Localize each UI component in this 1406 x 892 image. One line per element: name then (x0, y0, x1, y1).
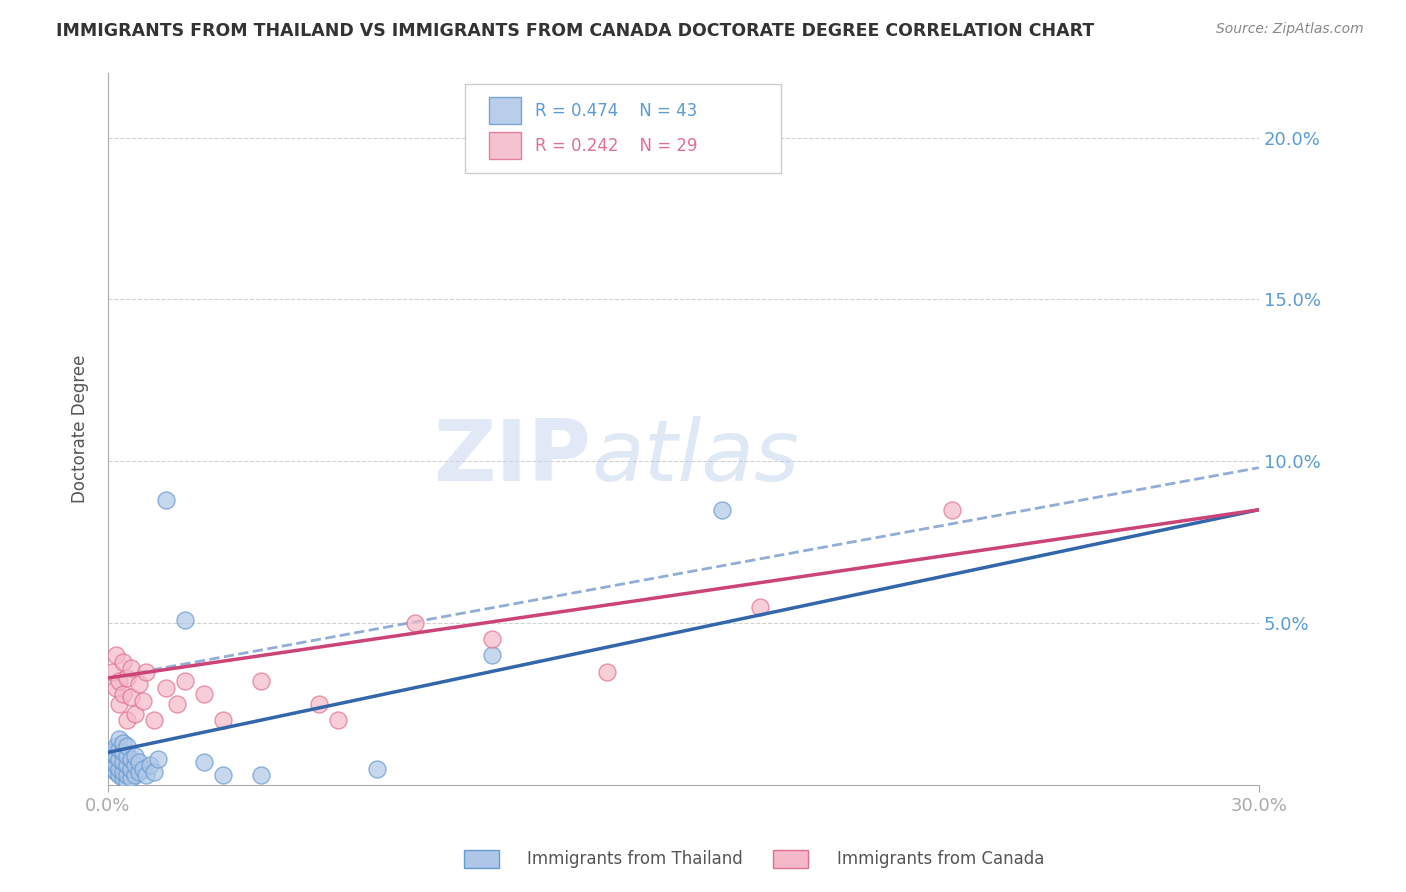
Point (124, 758, 146, 772)
Point (173, 613, 195, 627)
Point (128, 764, 150, 779)
FancyBboxPatch shape (465, 84, 782, 173)
Point (139, 758, 162, 772)
Point (135, 665, 157, 679)
Point (135, 768, 157, 782)
Point (124, 706, 146, 721)
Point (173, 674, 195, 689)
Point (112, 736, 135, 750)
Point (124, 748, 146, 763)
Text: R = 0.242    N = 29: R = 0.242 N = 29 (534, 136, 697, 154)
Point (108, 732, 131, 747)
Point (481, 648, 503, 663)
Point (112, 687, 135, 701)
Point (115, 758, 138, 772)
Point (155, 493, 177, 508)
Point (193, 687, 215, 701)
Point (193, 755, 215, 769)
Point (115, 774, 138, 789)
Point (596, 665, 619, 679)
Point (115, 739, 138, 753)
Point (120, 752, 142, 766)
Point (115, 671, 138, 685)
Point (120, 661, 142, 675)
Y-axis label: Doctorate Degree: Doctorate Degree (72, 355, 89, 503)
Point (104, 681, 127, 695)
Point (104, 748, 127, 763)
Point (104, 758, 127, 772)
Point (112, 745, 135, 759)
Point (108, 742, 131, 756)
Point (146, 752, 169, 766)
Point (112, 764, 135, 779)
FancyBboxPatch shape (489, 97, 522, 124)
Point (212, 768, 235, 782)
Point (250, 674, 273, 689)
FancyBboxPatch shape (489, 132, 522, 159)
Point (328, 713, 350, 727)
Point (108, 674, 131, 689)
Point (941, 502, 963, 516)
Point (108, 697, 131, 711)
Point (112, 772, 135, 786)
Point (115, 768, 138, 782)
Point (101, 745, 124, 759)
Text: IMMIGRANTS FROM THAILAND VS IMMIGRANTS FROM CANADA DOCTORATE DEGREE CORRELATION : IMMIGRANTS FROM THAILAND VS IMMIGRANTS F… (56, 22, 1094, 40)
Point (124, 768, 146, 782)
Point (120, 690, 142, 705)
Point (308, 697, 330, 711)
Point (404, 615, 426, 630)
Point (128, 677, 150, 691)
Point (143, 713, 166, 727)
Text: Immigrants from Canada: Immigrants from Canada (837, 850, 1043, 868)
Point (120, 772, 142, 786)
Point (115, 748, 138, 763)
Point (131, 693, 153, 707)
Text: atlas: atlas (592, 416, 800, 499)
Point (108, 762, 131, 776)
Point (710, 502, 733, 516)
Point (108, 768, 131, 782)
Point (749, 599, 772, 614)
Point (112, 755, 135, 769)
Point (104, 648, 127, 663)
Point (212, 713, 235, 727)
Point (104, 764, 127, 779)
Text: ZIP: ZIP (433, 416, 592, 499)
Text: Source: ZipAtlas.com: Source: ZipAtlas.com (1216, 22, 1364, 37)
Point (143, 764, 166, 779)
Point (481, 632, 503, 647)
Point (128, 755, 150, 769)
Text: Immigrants from Thailand: Immigrants from Thailand (527, 850, 742, 868)
Point (104, 739, 127, 753)
Point (131, 762, 153, 776)
Point (366, 762, 388, 776)
Point (101, 665, 124, 679)
Point (120, 762, 142, 776)
Point (112, 655, 135, 669)
Point (108, 752, 131, 766)
Point (101, 755, 124, 769)
Point (101, 762, 124, 776)
Point (250, 768, 273, 782)
Point (115, 713, 138, 727)
Point (166, 697, 188, 711)
Text: R = 0.474    N = 43: R = 0.474 N = 43 (534, 102, 697, 120)
Point (155, 681, 177, 695)
